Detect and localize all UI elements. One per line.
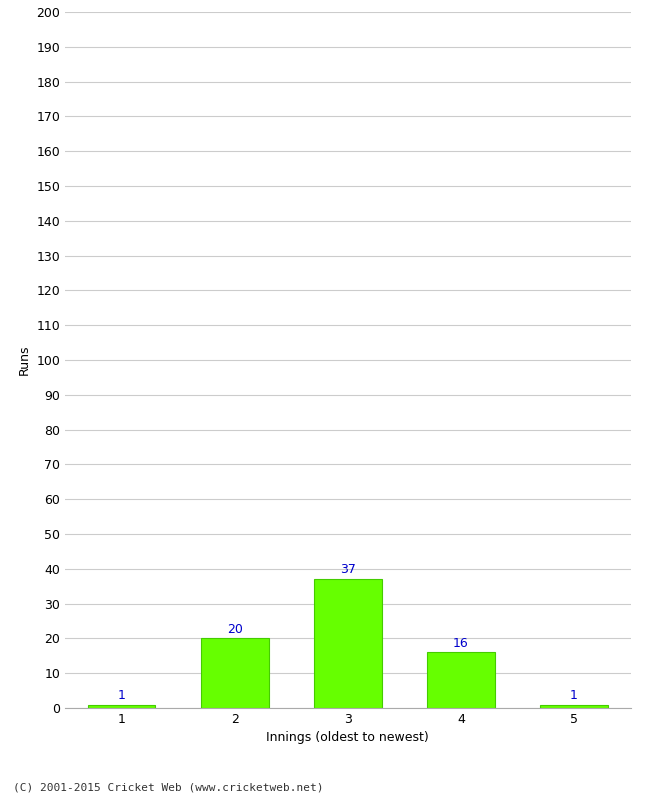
Text: 1: 1 xyxy=(570,689,578,702)
Bar xyxy=(427,652,495,708)
Bar xyxy=(201,638,268,708)
Text: 37: 37 xyxy=(340,563,356,577)
Bar xyxy=(314,579,382,708)
Text: (C) 2001-2015 Cricket Web (www.cricketweb.net): (C) 2001-2015 Cricket Web (www.cricketwe… xyxy=(13,782,324,792)
Y-axis label: Runs: Runs xyxy=(18,345,31,375)
X-axis label: Innings (oldest to newest): Innings (oldest to newest) xyxy=(266,731,429,745)
Text: 20: 20 xyxy=(227,622,242,636)
Text: 16: 16 xyxy=(453,637,469,650)
Bar xyxy=(88,705,155,708)
Text: 1: 1 xyxy=(118,689,125,702)
Bar xyxy=(540,705,608,708)
